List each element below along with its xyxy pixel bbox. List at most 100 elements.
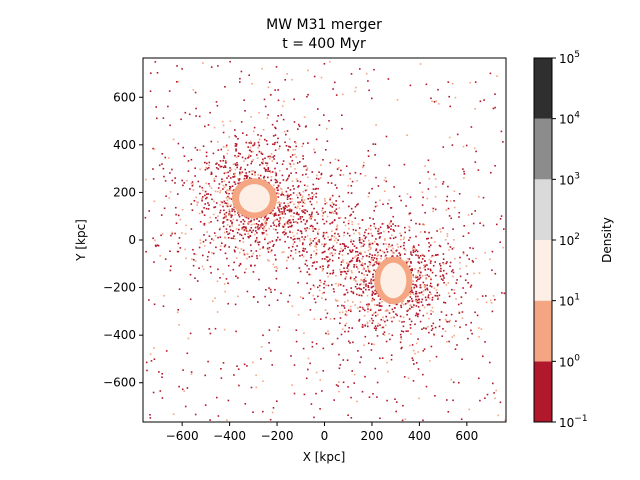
y-tick-label: −200 bbox=[103, 281, 136, 295]
density-cell bbox=[400, 338, 403, 340]
density-cell bbox=[362, 325, 365, 327]
density-cell bbox=[145, 250, 147, 253]
density-cell bbox=[361, 279, 364, 282]
density-cell bbox=[306, 282, 308, 285]
density-cell bbox=[341, 114, 343, 116]
density-cell bbox=[267, 155, 269, 158]
density-cell bbox=[387, 78, 390, 80]
density-cell bbox=[204, 161, 206, 164]
density-cell bbox=[189, 298, 192, 301]
density-cell bbox=[217, 168, 220, 170]
density-cell bbox=[257, 301, 259, 303]
density-cell bbox=[265, 140, 268, 142]
density-cell bbox=[233, 206, 236, 209]
density-cell bbox=[383, 251, 386, 254]
density-cell bbox=[405, 205, 407, 207]
density-cell bbox=[199, 149, 201, 151]
density-cell bbox=[256, 218, 258, 220]
density-cell bbox=[234, 154, 236, 157]
density-cell bbox=[222, 225, 225, 228]
density-cell bbox=[426, 238, 428, 240]
density-cell bbox=[358, 310, 361, 312]
density-cell bbox=[418, 298, 420, 301]
density-cell bbox=[267, 242, 269, 245]
density-cell bbox=[236, 219, 238, 222]
density-cell bbox=[414, 300, 417, 302]
density-cell bbox=[171, 231, 174, 234]
density-cell bbox=[358, 259, 360, 262]
density-cell bbox=[341, 259, 344, 262]
x-tick-label: 0 bbox=[321, 429, 329, 443]
density-cell bbox=[408, 226, 411, 229]
density-cell bbox=[289, 230, 291, 232]
density-cell bbox=[170, 234, 172, 237]
density-cell bbox=[235, 143, 238, 145]
density-cell bbox=[404, 249, 407, 251]
density-cell bbox=[267, 251, 270, 253]
density-cell bbox=[350, 207, 353, 210]
density-cell bbox=[196, 149, 199, 151]
density-cell bbox=[279, 211, 281, 213]
density-cell bbox=[255, 223, 258, 225]
density-cell bbox=[357, 350, 359, 352]
density-cell bbox=[375, 238, 377, 240]
density-cell bbox=[374, 288, 377, 290]
density-cell bbox=[348, 340, 350, 343]
density-cell bbox=[250, 264, 252, 267]
density-cell bbox=[361, 390, 364, 393]
density-cell bbox=[347, 222, 350, 225]
density-cell bbox=[309, 197, 312, 200]
density-cell bbox=[338, 353, 340, 356]
density-cell bbox=[224, 214, 227, 217]
density-cell bbox=[491, 310, 494, 313]
density-cell bbox=[211, 198, 213, 201]
density-cell bbox=[313, 261, 316, 264]
density-cell bbox=[263, 177, 265, 179]
density-cell bbox=[366, 303, 368, 306]
density-cell bbox=[354, 280, 357, 282]
density-cell bbox=[393, 230, 395, 232]
density-cell bbox=[214, 206, 217, 208]
density-cell bbox=[270, 176, 273, 178]
density-cell bbox=[305, 259, 308, 262]
density-cell bbox=[424, 265, 426, 268]
density-cell bbox=[464, 292, 467, 294]
density-cell bbox=[419, 231, 422, 233]
density-cell bbox=[277, 89, 279, 91]
density-cell bbox=[171, 232, 173, 235]
density-cell bbox=[418, 256, 420, 259]
density-cell bbox=[417, 261, 419, 263]
density-cell bbox=[354, 90, 356, 93]
density-cell bbox=[256, 237, 258, 239]
density-cell bbox=[318, 124, 321, 126]
density-cell bbox=[364, 309, 366, 312]
density-cell bbox=[301, 243, 304, 246]
density-cell bbox=[260, 358, 262, 360]
density-cell bbox=[266, 117, 269, 119]
density-cell bbox=[413, 304, 415, 306]
density-cell bbox=[269, 155, 271, 158]
density-cell bbox=[235, 145, 238, 147]
density-cell bbox=[311, 212, 313, 214]
density-cell bbox=[463, 170, 465, 173]
density-cell bbox=[296, 211, 298, 214]
density-cell bbox=[364, 237, 366, 240]
density-cell bbox=[276, 267, 279, 270]
density-cell bbox=[373, 327, 376, 329]
density-cell bbox=[234, 145, 237, 147]
density-cell bbox=[276, 120, 278, 122]
density-cell bbox=[209, 216, 211, 219]
density-cell bbox=[278, 220, 280, 223]
density-cell bbox=[376, 396, 378, 398]
density-cell bbox=[252, 170, 255, 172]
density-cell bbox=[258, 220, 260, 222]
density-cell bbox=[347, 299, 349, 302]
density-cell bbox=[280, 202, 282, 204]
density-cell bbox=[273, 158, 275, 160]
density-cell bbox=[176, 311, 179, 314]
density-cell bbox=[283, 207, 285, 209]
density-cell bbox=[337, 233, 339, 235]
density-cell bbox=[179, 218, 182, 221]
density-cell bbox=[370, 349, 373, 351]
density-cell bbox=[242, 132, 244, 134]
